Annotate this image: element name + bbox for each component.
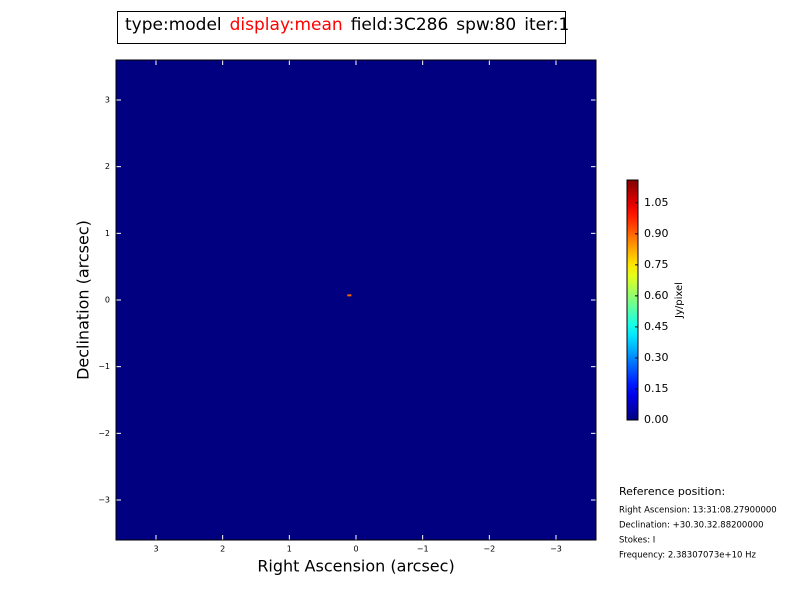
y-axis-label: Declination (arcsec) [74, 220, 93, 380]
image-background [116, 60, 596, 540]
y-tick-label: −1 [98, 362, 110, 371]
colorbar-tick-label: 0.30 [644, 351, 669, 364]
y-tick-label: 2 [105, 162, 110, 171]
reference-title: Reference position: [619, 485, 725, 498]
colorbar-tick-label: 1.05 [644, 196, 669, 209]
title-part: display:mean [230, 15, 343, 35]
reference-line: Right Ascension: 13:31:08.27900000 [619, 506, 777, 516]
x-tick-label: −1 [417, 545, 429, 554]
y-tick-label: 1 [105, 229, 110, 238]
x-tick-label: 2 [220, 545, 225, 554]
plot-frame [115, 59, 597, 541]
title-box [117, 11, 566, 44]
colorbar-label: Jy/pixel [674, 282, 685, 319]
reference-line: Frequency: 2.38307073e+10 Hz [619, 551, 756, 561]
y-tick-label: −3 [98, 496, 110, 505]
image-pixel [347, 294, 352, 297]
colorbar [626, 179, 639, 421]
x-tick-label: 3 [153, 545, 158, 554]
y-tick-label: 0 [105, 296, 110, 305]
colorbar-tick-label: 0.75 [644, 258, 669, 271]
colorbar-tick-label: 0.00 [644, 413, 669, 426]
x-tick-label: 0 [353, 545, 358, 554]
colorbar-tick-label: 0.15 [644, 382, 669, 395]
title-part: type:model [125, 15, 222, 35]
x-axis-label: Right Ascension (arcsec) [257, 557, 454, 576]
y-tick-label: −2 [98, 429, 110, 438]
colorbar-tick-label: 0.45 [644, 320, 669, 333]
reference-line: Stokes: I [619, 536, 655, 546]
colorbar-tick-label: 0.60 [644, 289, 669, 302]
reference-line: Declination: +30.30.32.88200000 [619, 521, 764, 531]
x-tick-label: −2 [483, 545, 495, 554]
title-part: iter:1 [524, 15, 569, 35]
x-tick-label: −3 [550, 545, 562, 554]
x-tick-label: 1 [287, 545, 292, 554]
y-tick-label: 3 [105, 96, 110, 105]
title-part: spw:80 [456, 15, 516, 35]
colorbar-tick-label: 0.90 [644, 227, 669, 240]
title-part: field:3C286 [351, 15, 449, 35]
